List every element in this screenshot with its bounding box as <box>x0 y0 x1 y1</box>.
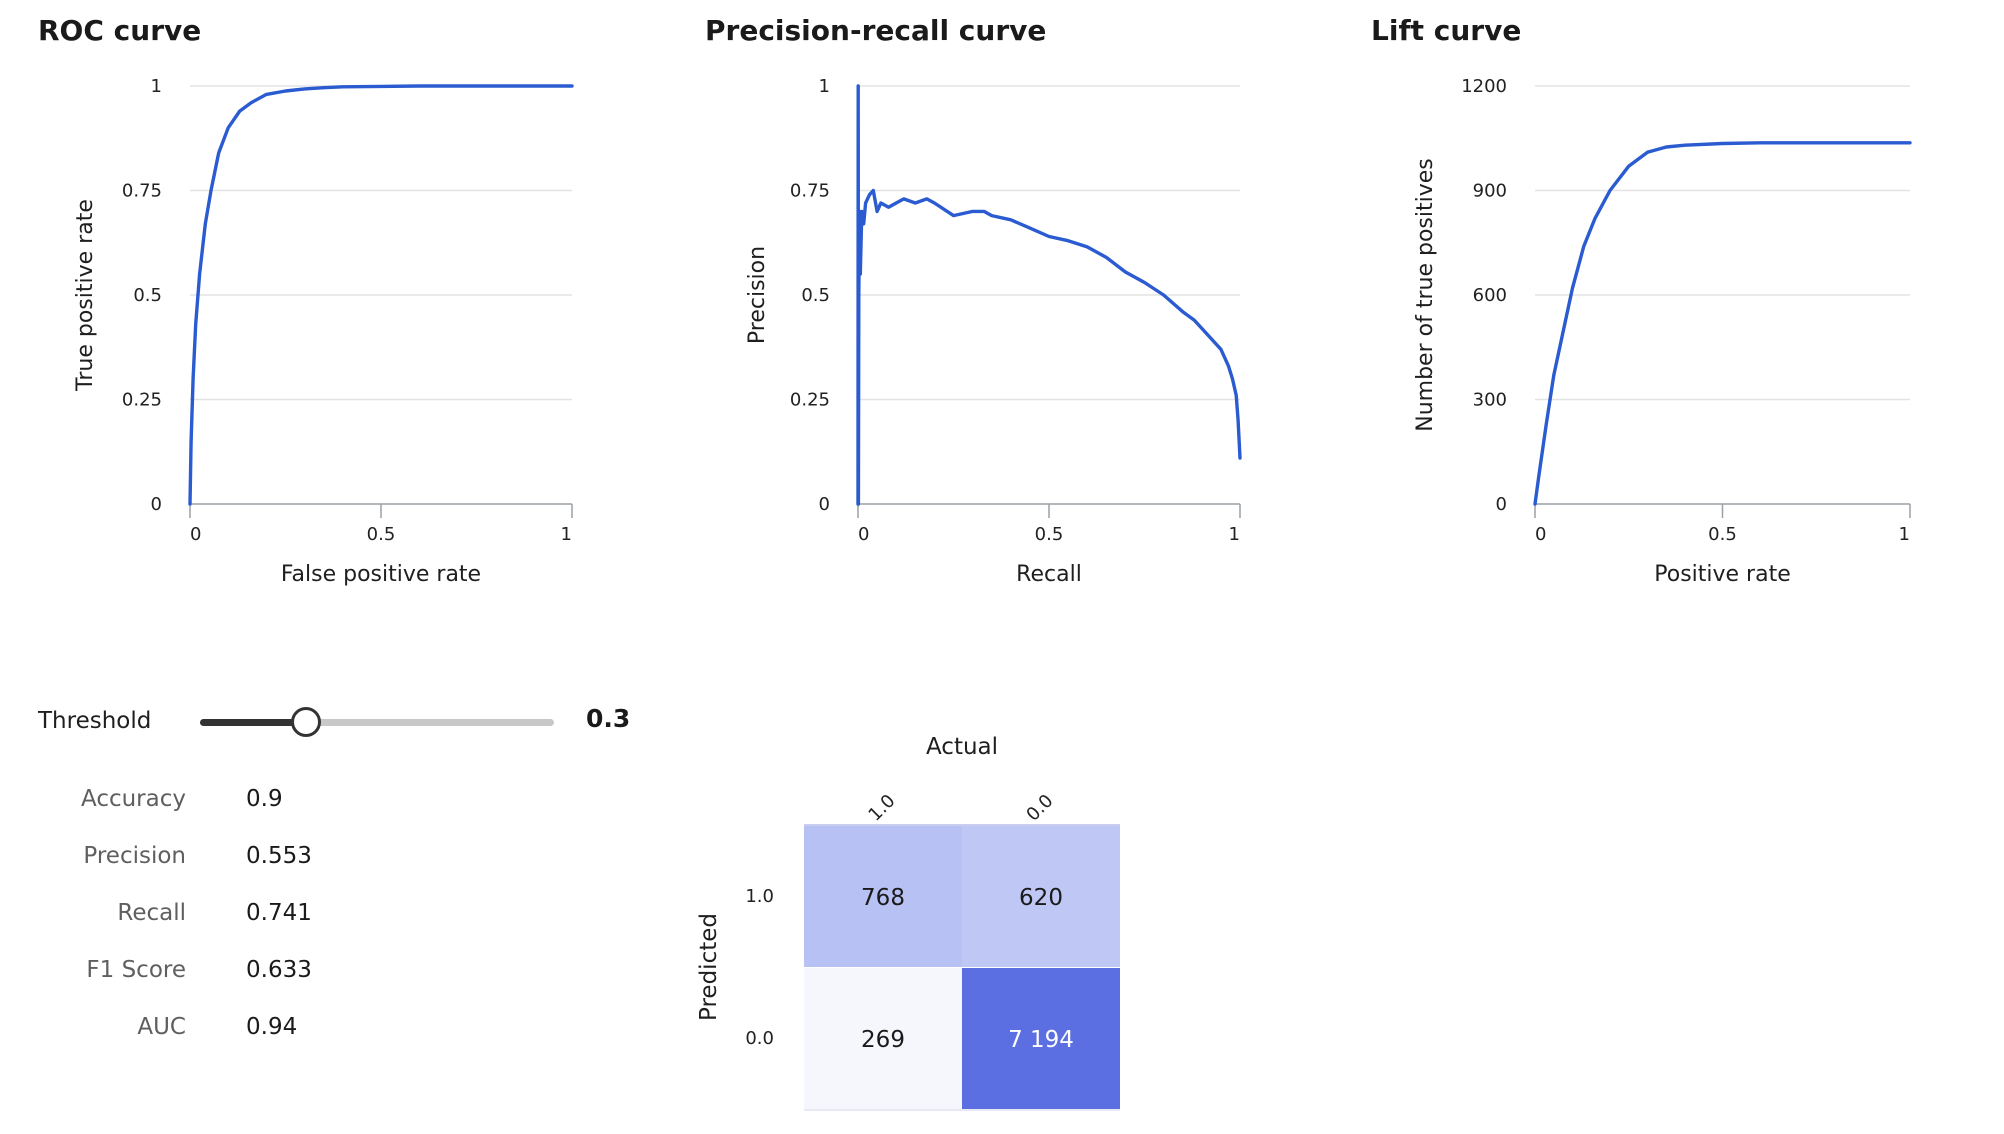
roc-x-tick-label: 1 <box>561 524 572 545</box>
metric-value: 0.553 <box>246 843 312 869</box>
roc-y-tick-label: 0.75 <box>122 181 162 202</box>
metric-name: Accuracy <box>80 786 186 812</box>
metric-row-f1-score: F1 Score 0.633 <box>0 957 320 1014</box>
cm-column-label: 0.0 <box>1022 790 1057 825</box>
pr-x-axis-title: Recall <box>1016 562 1082 587</box>
cm-cell <box>962 826 1120 967</box>
lift-curve-line <box>1533 141 1912 506</box>
lift-y-tick-label: 1200 <box>1461 76 1507 97</box>
slider-thumb[interactable] <box>291 707 322 737</box>
cm-column-label: 1.0 <box>864 790 899 825</box>
cm-actual-label: Actual <box>926 734 998 760</box>
lift-y-tick-label: 900 <box>1473 181 1507 202</box>
lift-plot-area: 0 300 600 900 1200 0 0.5 1 Positive rate Number o… <box>1413 76 1912 587</box>
slider-fill <box>200 719 307 726</box>
cm-row-label: 0.0 <box>745 1028 774 1049</box>
roc-y-axis-title: True positive rate <box>73 199 98 392</box>
cm-cell-value: 7 194 <box>1008 1027 1074 1053</box>
precision-recall-chart: 0 0.25 0.5 0.75 1 0 0.5 1 Recall Precision <box>745 76 1242 587</box>
metric-row-accuracy: Accuracy 0.9 <box>0 786 320 843</box>
pr-plot-area: 0 0.25 0.5 0.75 1 0 0.5 1 Recall Precision <box>745 76 1242 587</box>
lift-chart-title: Lift curve <box>1371 14 1522 47</box>
cm-cell <box>804 968 962 1109</box>
roc-chart-title: ROC curve <box>38 14 202 47</box>
pr-x-tick-label: 0 <box>858 524 869 545</box>
roc-y-tick-label: 0 <box>151 494 162 515</box>
metric-name: Precision <box>83 843 186 869</box>
metric-name: AUC <box>137 1014 186 1040</box>
threshold-slider[interactable] <box>200 700 554 744</box>
metric-row-recall: Recall 0.741 <box>0 900 320 957</box>
lift-y-tick-label: 300 <box>1473 390 1507 411</box>
lift-x-tick-label: 1 <box>1899 524 1910 545</box>
roc-x-tick-label: 0 <box>190 524 201 545</box>
lift-x-tick-label: 0.5 <box>1708 524 1737 545</box>
metric-name: F1 Score <box>86 957 186 983</box>
roc-x-axis-title: False positive rate <box>281 562 481 587</box>
cm-row-label: 1.0 <box>745 886 774 907</box>
pr-x-tick-label: 1 <box>1229 524 1240 545</box>
lift-chart: 0 300 600 900 1200 0 0.5 1 Positive rate Number o… <box>1413 76 1912 587</box>
metric-name: Recall <box>117 900 186 926</box>
pr-chart-title: Precision-recall curve <box>705 14 1047 47</box>
lift-y-tick-label: 600 <box>1473 285 1507 306</box>
metric-row-precision: Precision 0.553 <box>0 843 320 900</box>
pr-x-tick-label: 0.5 <box>1035 524 1064 545</box>
metric-value: 0.741 <box>246 900 312 926</box>
cm-cell-value: 269 <box>861 1027 905 1053</box>
lift-x-axis-title: Positive rate <box>1654 562 1791 587</box>
roc-y-tick-label: 0.25 <box>122 390 162 411</box>
cm-cell <box>804 826 962 967</box>
lift-y-tick-label: 0 <box>1496 494 1507 515</box>
pr-y-tick-label: 1 <box>819 76 830 97</box>
roc-curve-line <box>188 84 574 506</box>
lift-y-axis-title: Number of true positives <box>1413 158 1438 431</box>
cm-cell <box>962 968 1120 1109</box>
pr-y-tick-label: 0.75 <box>790 181 830 202</box>
pr-y-tick-label: 0.5 <box>801 285 830 306</box>
metric-value: 0.94 <box>246 1014 298 1040</box>
roc-plot-area: 0 0.25 0.5 0.75 1 0 0.5 1 False positive rate Tru… <box>73 76 574 587</box>
cm-predicted-label: Predicted <box>696 913 722 1021</box>
pr-y-tick-label: 0 <box>819 494 830 515</box>
roc-x-tick-label: 0.5 <box>367 524 396 545</box>
lift-x-tick-label: 0 <box>1535 524 1546 545</box>
metrics-list: Accuracy 0.9 Precision 0.553 Recall 0.74… <box>0 786 320 1071</box>
cm-cell-value: 768 <box>861 885 905 911</box>
threshold-value: 0.3 <box>586 704 631 733</box>
cm-cell-value: 620 <box>1019 885 1063 911</box>
pr-y-axis-title: Precision <box>745 246 770 344</box>
threshold-control: Threshold 0.3 <box>38 700 630 744</box>
roc-chart: 0 0.25 0.5 0.75 1 0 0.5 1 False positive rate Tru… <box>73 76 574 587</box>
threshold-label: Threshold <box>38 708 152 734</box>
confusion-matrix: Actual 1.0 0.0 1.0 0.0 Predicted 768 620 269 7 19… <box>696 734 1120 1111</box>
pr-curve-line <box>856 84 1242 506</box>
metric-value: 0.633 <box>246 957 312 983</box>
metric-value: 0.9 <box>246 786 283 812</box>
slider-track[interactable] <box>200 719 554 726</box>
metric-row-auc: AUC 0.94 <box>0 1014 320 1071</box>
roc-y-tick-label: 0.5 <box>133 285 162 306</box>
roc-y-tick-label: 1 <box>151 76 162 97</box>
pr-y-tick-label: 0.25 <box>790 390 830 411</box>
